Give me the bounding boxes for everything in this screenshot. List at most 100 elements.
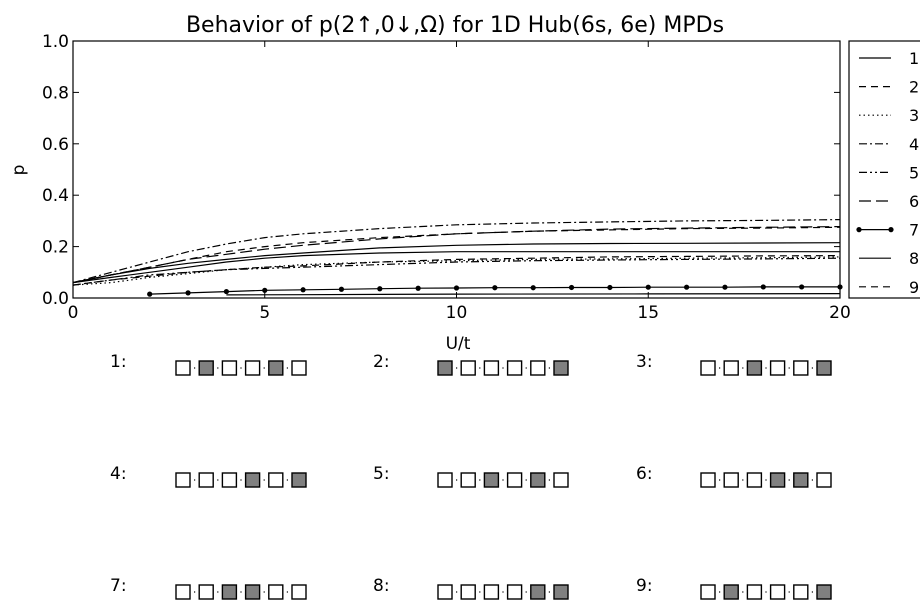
- series-line-9: [72, 255, 841, 286]
- site-diagram-label: 3:: [636, 352, 653, 372]
- legend-label-7: 7: [909, 221, 919, 240]
- empty-site: [483, 584, 500, 600]
- x-tick-label: 5: [259, 303, 270, 323]
- series-7-point: [684, 284, 690, 290]
- empty-site: [198, 472, 214, 488]
- empty-site: [816, 472, 832, 488]
- site-diagram-label: 6:: [636, 464, 653, 484]
- series-7-point: [185, 290, 191, 296]
- occupied-site: [244, 584, 261, 600]
- y-tick-label: 0.2: [42, 238, 69, 258]
- series-7-point: [338, 286, 345, 292]
- occupied-site: [793, 472, 809, 488]
- y-tick-label: 0.4: [42, 186, 69, 206]
- series-line-4: [72, 219, 841, 284]
- series-line-3: [72, 256, 841, 286]
- occupied-site: [198, 360, 214, 376]
- legend-frame: [848, 40, 920, 299]
- y-tick-label: 0.0: [42, 289, 69, 309]
- empty-site: [506, 360, 523, 376]
- site-diagram-label: 7:: [110, 576, 127, 596]
- occupied-site: [553, 584, 569, 600]
- empty-site: [769, 360, 786, 376]
- empty-site: [769, 584, 786, 600]
- empty-site: [506, 472, 523, 488]
- empty-site: [437, 472, 453, 488]
- occupied-site: [769, 472, 786, 488]
- legend: 1 2 3 4 5 6 7 8 9: [848, 40, 920, 299]
- series-7-point: [530, 285, 536, 291]
- site-diagram: 6:: [636, 464, 832, 488]
- empty-site: [221, 472, 238, 488]
- site-diagram-label: 5:: [373, 464, 390, 484]
- series-line-7-lower: [226, 293, 841, 296]
- empty-site: [221, 360, 238, 376]
- legend-label-6: 6: [909, 192, 919, 211]
- x-tick-label: 0: [68, 303, 79, 323]
- chart-title: Behavior of p(2↑,0↓,Ω) for 1D Hub(6s, 6e…: [186, 13, 724, 38]
- y-tick-label: 0.8: [42, 83, 69, 103]
- series-7-point: [607, 284, 613, 291]
- empty-site: [291, 360, 307, 376]
- legend-label-5: 5: [909, 163, 919, 182]
- series-line-2: [72, 226, 841, 284]
- y-tick-label: 0.6: [42, 135, 69, 155]
- empty-site: [723, 360, 739, 376]
- site-diagram: 2:: [373, 352, 569, 376]
- site-diagram: 3:: [636, 352, 832, 376]
- site-diagram: 7:: [110, 576, 307, 600]
- site-diagram-label: 4:: [110, 464, 127, 484]
- series-7-point: [492, 285, 498, 291]
- occupied-site: [746, 360, 763, 376]
- series-7-point: [453, 285, 460, 291]
- empty-site: [553, 472, 569, 488]
- series-7-point: [300, 287, 306, 293]
- empty-site: [793, 584, 809, 600]
- empty-site: [175, 472, 191, 488]
- occupied-site: [291, 472, 307, 488]
- occupied-site: [553, 360, 569, 376]
- occupied-site: [268, 360, 284, 376]
- site-diagram: 5:: [373, 464, 569, 488]
- legend-label-9: 9: [909, 278, 919, 297]
- empty-site: [268, 472, 284, 488]
- empty-site: [700, 472, 716, 488]
- legend-marker: [856, 227, 862, 233]
- series-7-point: [760, 284, 766, 290]
- empty-site: [746, 584, 763, 600]
- legend-label-8: 8: [909, 249, 919, 268]
- legend-label-1: 1: [909, 49, 919, 68]
- occupied-site: [221, 584, 238, 600]
- legend-marker: [888, 227, 894, 233]
- empty-site: [291, 584, 307, 600]
- legend-label-3: 3: [909, 106, 919, 125]
- empty-site: [437, 584, 453, 600]
- empty-site: [506, 584, 523, 600]
- empty-site: [723, 472, 739, 488]
- site-diagram-label: 9:: [636, 576, 653, 596]
- empty-site: [746, 472, 763, 488]
- x-axis-label: U/t: [446, 334, 471, 354]
- series-line-5: [72, 257, 841, 286]
- empty-site: [175, 360, 191, 376]
- series-line-1: [72, 251, 840, 284]
- series-7-point: [722, 284, 728, 290]
- series-7-point: [377, 286, 383, 292]
- empty-site: [793, 360, 809, 376]
- site-diagram-label: 8:: [373, 576, 390, 596]
- occupied-site: [530, 472, 546, 488]
- site-diagram: 8:: [373, 576, 569, 600]
- empty-site: [175, 584, 191, 600]
- legend-label-2: 2: [909, 78, 919, 97]
- series-7-point: [645, 284, 651, 290]
- occupied-site: [244, 472, 261, 488]
- series-7-point: [262, 287, 268, 293]
- site-diagram: 1:: [110, 352, 307, 376]
- occupied-site: [483, 472, 500, 488]
- empty-site: [460, 584, 476, 600]
- occupied-site: [437, 360, 453, 376]
- series-line-6: [72, 226, 841, 284]
- empty-site: [700, 584, 716, 600]
- series-7-point: [568, 284, 575, 291]
